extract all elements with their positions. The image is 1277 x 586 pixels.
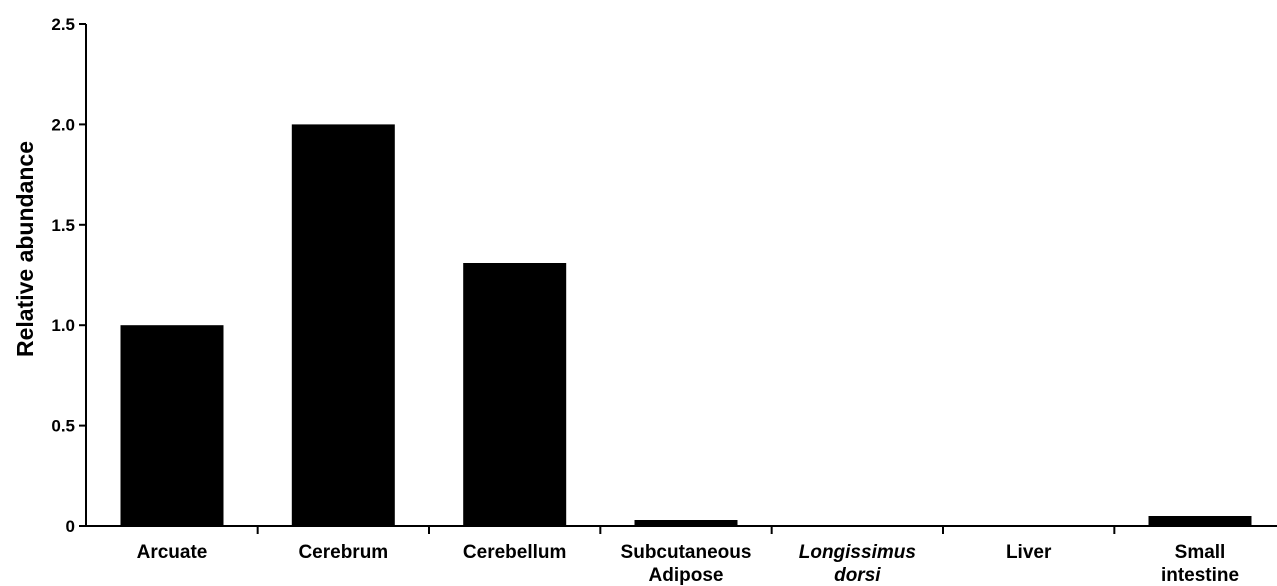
bar-1 [291,124,395,527]
y-ticks: 0 0.5 1.0 1.5 2.0 2.5 [51,15,86,536]
y-tick-label-1: 0.5 [51,417,75,436]
x-category-label-5: Liver [1006,542,1052,563]
bar-2 [463,263,567,526]
axes-layer [85,24,1277,527]
bar-6 [1148,516,1252,526]
bar-3 [634,520,738,526]
bar-0 [120,325,224,526]
x-category-label-line: intestine [1161,565,1239,586]
y-tick-label-3: 1.5 [51,216,75,235]
x-category-label-4: Longissimus dorsi [799,542,916,586]
x-category-label-line: dorsi [834,565,881,586]
x-category-label-line: Cerebellum [463,542,566,563]
y-tick-label-2: 1.0 [51,316,75,335]
y-axis-title: Relative abundance [12,141,38,357]
y-tick-label-5: 2.5 [51,15,75,34]
x-ticks: Arcuate Cerebrum Cerebellum Subcutaneous Adi… [137,526,1239,586]
x-category-label-line: Subcutaneous [621,542,752,563]
x-category-label-line: Adipose [649,565,724,586]
x-category-label-3: Subcutaneous Adipose [621,542,752,586]
x-category-label-1: Cerebrum [298,542,388,563]
x-category-label-line: Liver [1006,542,1052,563]
x-category-label-6: Small intestine [1161,542,1239,586]
y-tick-label-4: 2.0 [51,115,75,134]
y-tick-label-0: 0 [66,517,75,536]
x-category-label-0: Arcuate [137,542,208,563]
x-category-label-line: Longissimus [799,542,916,563]
bars-layer [120,124,1252,527]
x-category-label-line: Cerebrum [298,542,388,563]
x-category-label-line: Small [1175,542,1226,563]
x-category-label-2: Cerebellum [463,542,566,563]
x-category-label-line: Arcuate [137,542,208,563]
